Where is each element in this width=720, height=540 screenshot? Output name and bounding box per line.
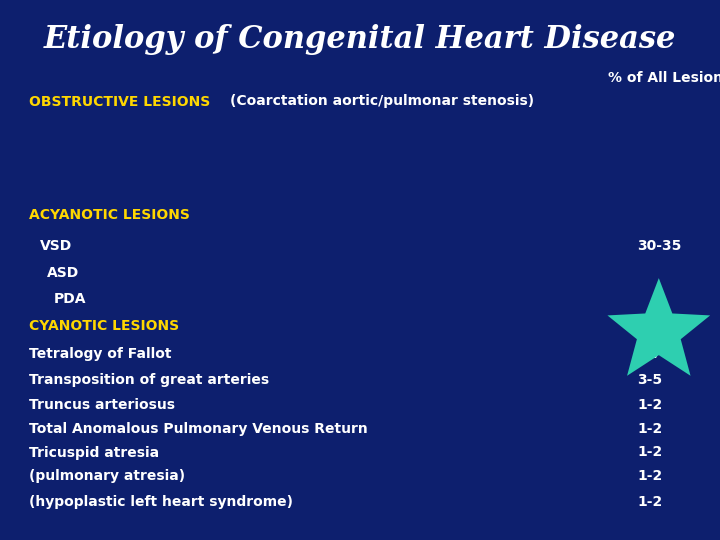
Text: Tricuspid atresia: Tricuspid atresia	[29, 446, 159, 460]
Text: 1-2: 1-2	[637, 495, 662, 509]
Text: (Coarctation aortic/pulmonar stenosis): (Coarctation aortic/pulmonar stenosis)	[230, 94, 534, 109]
Text: CYANOTIC LESIONS: CYANOTIC LESIONS	[29, 319, 179, 333]
Text: 3-5: 3-5	[637, 373, 662, 387]
Text: VSD: VSD	[40, 239, 72, 253]
Text: Etiology of Congenital Heart Disease: Etiology of Congenital Heart Disease	[44, 24, 676, 55]
Text: ACYANOTIC LESIONS: ACYANOTIC LESIONS	[29, 208, 189, 222]
Text: Total Anomalous Pulmonary Venous Return: Total Anomalous Pulmonary Venous Return	[29, 422, 367, 436]
Text: ASD: ASD	[47, 266, 79, 280]
Text: Transposition of great arteries: Transposition of great arteries	[29, 373, 269, 387]
Text: OBSTRUCTIVE LESIONS: OBSTRUCTIVE LESIONS	[29, 94, 210, 109]
Text: PDA: PDA	[54, 292, 86, 306]
Text: (hypoplastic left heart syndrome): (hypoplastic left heart syndrome)	[29, 495, 293, 509]
Text: Truncus arteriosus: Truncus arteriosus	[29, 398, 175, 412]
Text: 1-2: 1-2	[637, 422, 662, 436]
Text: Tetralogy of Fallot: Tetralogy of Fallot	[29, 347, 171, 361]
Text: (pulmonary atresia): (pulmonary atresia)	[29, 469, 185, 483]
Text: 30-35: 30-35	[637, 239, 682, 253]
Text: 1-2: 1-2	[637, 398, 662, 412]
Text: 1-2: 1-2	[637, 446, 662, 460]
PathPatch shape	[608, 278, 710, 376]
Text: 1-2: 1-2	[637, 469, 662, 483]
Text: % of All Lesion: % of All Lesion	[608, 71, 720, 85]
Text: 5-7: 5-7	[637, 347, 662, 361]
